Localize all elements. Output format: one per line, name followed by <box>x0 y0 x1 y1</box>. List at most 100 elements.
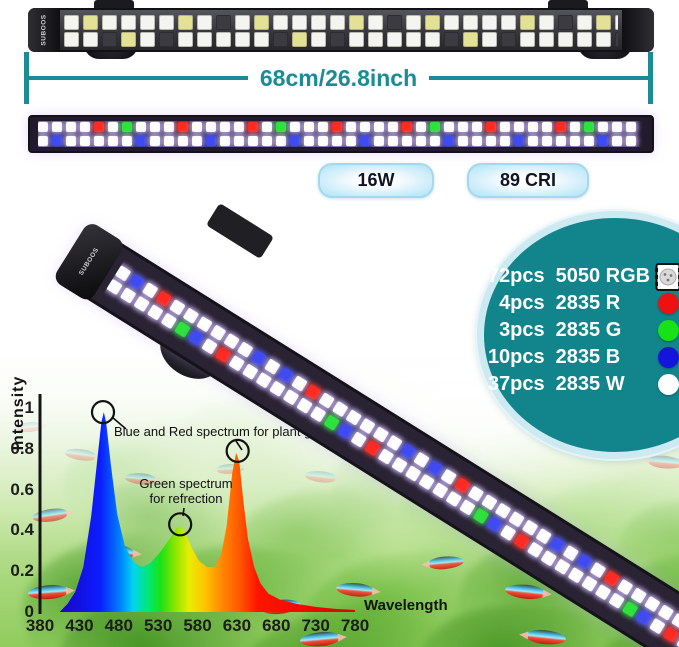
led-chip <box>459 499 476 516</box>
brand-logo: SUBOOS <box>77 246 101 277</box>
fish-tail <box>253 604 264 613</box>
led-chip <box>540 550 558 567</box>
spec-row-green: 3pcs 2835 G <box>481 317 679 344</box>
fish-tail <box>371 586 382 596</box>
led-chip <box>535 527 552 545</box>
led-chip <box>584 136 594 146</box>
led-chip <box>644 595 661 613</box>
led-bar-lit-photo <box>28 115 654 153</box>
led-chip <box>349 15 364 30</box>
led-chip <box>556 122 566 132</box>
led-chip <box>662 626 679 643</box>
led-chip <box>388 136 398 146</box>
led-chip <box>576 553 593 570</box>
led-chip <box>596 15 611 30</box>
led-chip <box>486 122 496 132</box>
led-chip <box>269 380 286 397</box>
led-chip <box>463 32 478 47</box>
dimension-line <box>429 76 649 80</box>
led-chip <box>235 32 250 47</box>
neon-tetra-fish <box>31 506 75 525</box>
led-chip <box>472 122 482 132</box>
led-chip <box>273 15 288 30</box>
led-chip <box>486 136 496 146</box>
led-chip <box>616 578 634 596</box>
led-chip <box>350 431 368 448</box>
led-chip <box>528 136 538 146</box>
led-chip <box>216 15 231 30</box>
led-chip <box>182 307 200 325</box>
led-chip <box>589 561 607 579</box>
led-chip <box>377 448 395 465</box>
led-chip <box>277 366 295 384</box>
led-chip <box>612 136 622 146</box>
led-chip <box>542 122 552 132</box>
led-chip <box>169 299 186 316</box>
led-chip <box>472 507 490 525</box>
led-chip <box>102 32 117 47</box>
led-chip <box>486 516 503 533</box>
led-spec-list: 72pcs 5050 RGB 4pcs <box>481 262 679 398</box>
led-chip <box>388 122 398 132</box>
led-chip <box>346 136 356 146</box>
spec-count: 37pcs <box>487 373 545 395</box>
led-chip <box>374 122 384 132</box>
led-chip <box>444 15 459 30</box>
spec-type: 2835 G <box>555 319 622 341</box>
led-chip <box>234 136 244 146</box>
led-chip <box>192 122 202 132</box>
led-chip <box>454 477 471 494</box>
led-chip <box>147 304 164 321</box>
spec-count: 3pcs <box>499 319 545 341</box>
led-chip <box>136 136 146 146</box>
led-chip <box>164 122 174 132</box>
led-chip <box>630 587 647 604</box>
led-chip <box>236 341 254 358</box>
led-chip <box>201 338 218 355</box>
spec-count: 10pcs <box>487 346 545 368</box>
led-chip <box>577 15 592 30</box>
led-chip <box>318 392 335 409</box>
led-chip <box>209 324 227 342</box>
blue-led-dot <box>657 347 679 368</box>
led-chip <box>337 422 354 440</box>
led-chip <box>262 122 272 132</box>
spec-count: 72pcs <box>487 265 545 287</box>
y-tick-label: 0.2 <box>10 561 34 581</box>
led-chip <box>416 122 426 132</box>
annotation-green-refraction: Green spectrum for refrection <box>129 476 243 506</box>
led-chip <box>102 15 117 30</box>
led-chip <box>206 136 216 146</box>
led-chip <box>558 32 573 47</box>
led-chip <box>402 122 412 132</box>
led-chip <box>235 15 250 30</box>
fish-tail <box>641 456 650 464</box>
led-chip <box>264 358 281 375</box>
led-chip <box>612 122 622 132</box>
led-chip <box>150 136 160 146</box>
spec-type: 2835 W <box>555 373 625 395</box>
led-chip <box>387 15 402 30</box>
led-chip <box>626 122 636 132</box>
led-chip <box>332 122 342 132</box>
led-chip <box>562 544 580 562</box>
led-chip <box>349 32 364 47</box>
led-chip <box>178 122 188 132</box>
led-chip <box>164 136 174 146</box>
led-chip <box>431 482 449 499</box>
led-chip <box>413 451 430 469</box>
dimension-annotation: 68cm/26.8inch <box>24 52 654 104</box>
cri-badge: 89 CRI <box>467 163 589 198</box>
led-chip <box>467 485 485 503</box>
led-chip <box>494 502 512 520</box>
led-chip <box>635 609 653 626</box>
led-chip <box>254 32 269 47</box>
led-chip <box>206 122 216 132</box>
led-chip <box>292 32 307 47</box>
led-chip <box>425 15 440 30</box>
x-tick-label: 580 <box>183 616 212 635</box>
led-chip <box>121 32 136 47</box>
led-chip <box>121 15 136 30</box>
white-led-dot <box>657 374 679 395</box>
led-chip <box>520 15 535 30</box>
